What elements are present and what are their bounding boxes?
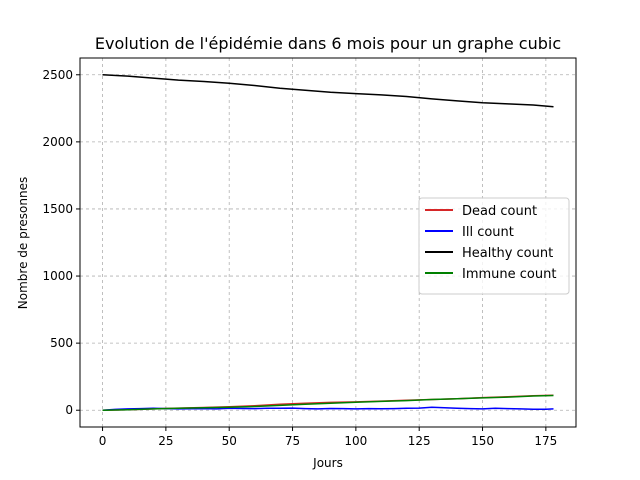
x-tick-label: 50 <box>222 434 237 448</box>
legend: Dead count Ill count Healthy count Immune c… <box>418 197 570 295</box>
x-tick-label: 125 <box>408 434 431 448</box>
legend-label-dead-count: Dead count <box>462 204 537 219</box>
series-line-healthy-count <box>102 74 554 108</box>
y-tick-label: 0 <box>65 403 73 417</box>
y-tick-label: 1000 <box>42 269 73 283</box>
x-tick-label: 100 <box>344 434 367 448</box>
x-tick-label: 150 <box>471 434 494 448</box>
legend-label-ill-count: Ill count <box>462 225 514 240</box>
x-tick-label: 0 <box>99 434 107 448</box>
legend-label-healthy-count: Healthy count <box>462 246 553 261</box>
x-axis-label: Jours <box>312 456 343 470</box>
y-axis-label: Nombre de presonnes <box>16 177 30 309</box>
x-tick-label: 25 <box>158 434 173 448</box>
plot-frame <box>79 57 577 428</box>
series-lines <box>102 74 554 411</box>
x-tick-label: 175 <box>534 434 557 448</box>
y-tick-label: 500 <box>50 336 73 350</box>
axis-ticks: 0 25 50 75 100 125 150 175 0 500 1000 1500 2000 2500 <box>42 68 557 448</box>
y-tick-label: 1500 <box>42 202 73 216</box>
legend-label-immune-count: Immune count <box>462 267 556 282</box>
series-line-immune-count <box>102 394 554 411</box>
x-tick-label: 75 <box>285 434 300 448</box>
grid <box>80 58 576 427</box>
y-tick-label: 2500 <box>42 68 73 82</box>
legend-box <box>418 197 570 295</box>
y-tick-label: 2000 <box>42 135 73 149</box>
chart-title: Evolution de l'épidémie dans 6 mois pour… <box>95 34 561 53</box>
